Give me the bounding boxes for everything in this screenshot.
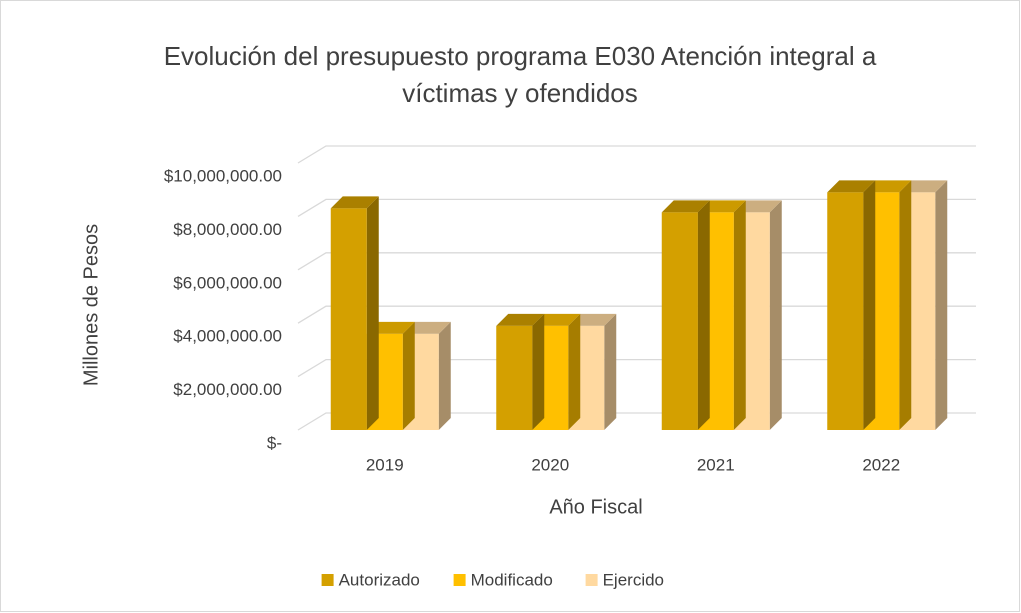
bar [827,180,876,430]
y-tick-label: $6,000,000.00 [173,273,282,292]
y-tick-label: $- [267,433,282,452]
bar-face [733,200,746,430]
bar-face [330,196,379,209]
chart-title: Evolución del presupuesto programa E030 … [163,41,877,108]
bar-face [438,321,451,430]
bar-face [402,321,415,430]
bar-face [827,180,876,193]
grid-line [297,198,976,217]
bar [661,200,710,430]
bar [330,196,379,430]
legend-label: Modificado [471,570,553,589]
bar-face [863,180,876,430]
legend-swatch [321,574,334,586]
y-tick-label: $4,000,000.00 [173,327,282,346]
bar-face [661,212,698,430]
x-axis-title: Año Fiscal [549,496,642,518]
grid-line [297,145,976,164]
x-tick-label: 2020 [531,455,569,474]
y-axis-title: Millones de Pesos [80,224,102,386]
x-tick-label: 2021 [697,455,735,474]
bar-face [604,313,617,430]
bar-face [532,313,545,430]
bar-face [330,208,367,430]
bar-face [899,180,912,430]
legend-label: Autorizado [339,570,420,589]
y-tick-label: $2,000,000.00 [173,380,282,399]
bar-face [568,313,581,430]
bar-face [496,325,533,430]
x-tick-label: 2022 [862,455,900,474]
legend-swatch [585,574,598,586]
bar-face [366,196,379,430]
bar-face [769,200,782,430]
bar-face [496,313,545,326]
bar-face [661,200,710,213]
x-tick-label: 2019 [366,455,404,474]
legend-label: Ejercido [603,570,664,589]
bar-face [935,180,948,430]
bar-face [697,200,710,430]
legend-swatch [453,574,466,586]
y-tick-label: $8,000,000.00 [173,220,282,239]
y-tick-label: $10,000,000.00 [164,166,282,185]
bar-face [827,192,864,430]
bar [496,313,545,430]
